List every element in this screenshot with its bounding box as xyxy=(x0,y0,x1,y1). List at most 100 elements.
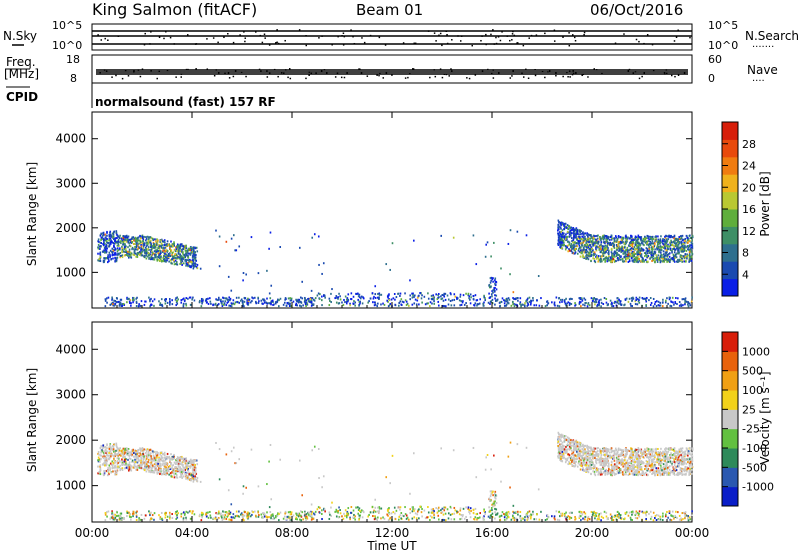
velocity-cell xyxy=(150,462,152,464)
noise-dot xyxy=(144,44,146,46)
power-cell xyxy=(677,297,679,299)
power-cell xyxy=(106,248,108,250)
velocity-cell xyxy=(106,447,108,449)
power-cell xyxy=(650,304,652,306)
power-cell xyxy=(157,242,159,244)
power-cell xyxy=(558,236,560,238)
velocity-cell xyxy=(165,462,167,464)
power-cell xyxy=(625,298,627,300)
freq-dot xyxy=(435,76,437,78)
power-cell xyxy=(104,234,106,236)
freq-dot xyxy=(446,74,448,76)
power-cell xyxy=(104,252,106,254)
y-tick-label: 1000 xyxy=(55,479,86,493)
power-cell xyxy=(646,242,648,244)
power-cell xyxy=(637,242,639,244)
velocity-cell xyxy=(686,463,688,465)
power-cell xyxy=(526,234,528,236)
power-cell xyxy=(121,246,123,248)
power-cell xyxy=(557,305,559,307)
power-cell xyxy=(450,292,452,294)
power-cell xyxy=(359,296,361,298)
power-cell xyxy=(149,300,151,302)
power-cell xyxy=(445,293,447,295)
power-cell xyxy=(429,305,431,307)
power-cell xyxy=(569,236,571,238)
power-cell xyxy=(539,305,541,307)
power-cell xyxy=(293,301,295,303)
power-cell xyxy=(117,245,119,247)
power-cell xyxy=(243,272,245,274)
power-cell xyxy=(665,243,667,245)
power-cell xyxy=(475,294,477,296)
power-cell xyxy=(108,246,110,248)
power-cell xyxy=(421,294,423,296)
velocity-cell xyxy=(191,465,193,467)
power-cell xyxy=(141,245,143,247)
power-cell xyxy=(645,252,647,254)
power-cell xyxy=(417,297,419,299)
power-cell xyxy=(438,293,440,295)
power-cell xyxy=(626,249,628,251)
power-cell xyxy=(177,256,179,258)
power-cell xyxy=(412,297,414,299)
power-cell xyxy=(641,255,643,257)
power-cell xyxy=(641,249,643,251)
power-cell xyxy=(647,252,649,254)
power-cell xyxy=(112,303,114,305)
power-cell xyxy=(116,257,118,259)
power-cell xyxy=(630,244,632,246)
power-cell xyxy=(388,305,390,307)
power-cell xyxy=(604,247,606,249)
velocity-cell xyxy=(105,458,107,460)
freq-dot xyxy=(664,73,666,75)
velocity-cell xyxy=(565,461,567,463)
power-cell xyxy=(117,249,119,251)
power-cell xyxy=(670,240,672,242)
power-cell xyxy=(370,298,372,300)
power-cell xyxy=(629,253,631,255)
freq-dot xyxy=(259,69,261,71)
y-tick-label: 4000 xyxy=(55,132,86,146)
velocity-cell xyxy=(100,464,102,466)
power-cell xyxy=(386,300,388,302)
power-cell xyxy=(190,253,192,255)
power-cell xyxy=(454,304,456,306)
power-cell xyxy=(532,299,534,301)
power-cell xyxy=(110,250,112,252)
power-cell xyxy=(623,256,625,258)
power-cell xyxy=(185,265,187,267)
power-cell xyxy=(586,246,588,248)
power-cell xyxy=(231,302,233,304)
velocity-cell xyxy=(121,458,123,460)
power-cell xyxy=(604,249,606,251)
power-cell xyxy=(606,245,608,247)
power-cell xyxy=(608,251,610,253)
velocity-cell xyxy=(168,474,170,476)
power-cell xyxy=(459,304,461,306)
freq-tick-bottom: 8 xyxy=(70,72,77,85)
velocity-cell xyxy=(171,471,173,473)
power-cell xyxy=(573,235,575,237)
power-cell xyxy=(179,263,181,265)
velocity-cell xyxy=(162,453,164,455)
power-cell xyxy=(151,258,153,260)
noise-dot xyxy=(379,37,381,39)
velocity-cell xyxy=(155,459,157,461)
power-cell xyxy=(607,237,609,239)
power-cell xyxy=(197,264,199,266)
freq-dot xyxy=(267,76,269,78)
power-cell xyxy=(426,302,428,304)
power-cell xyxy=(122,241,124,243)
power-cell xyxy=(286,305,288,307)
power-cell xyxy=(603,236,605,238)
power-cell xyxy=(296,304,298,306)
power-cell xyxy=(547,302,549,304)
power-cell xyxy=(691,242,693,244)
power-cell xyxy=(628,301,630,303)
velocity-cell xyxy=(142,448,144,450)
power-cell xyxy=(611,237,613,239)
power-cell xyxy=(345,296,347,298)
power-cell xyxy=(574,242,576,244)
